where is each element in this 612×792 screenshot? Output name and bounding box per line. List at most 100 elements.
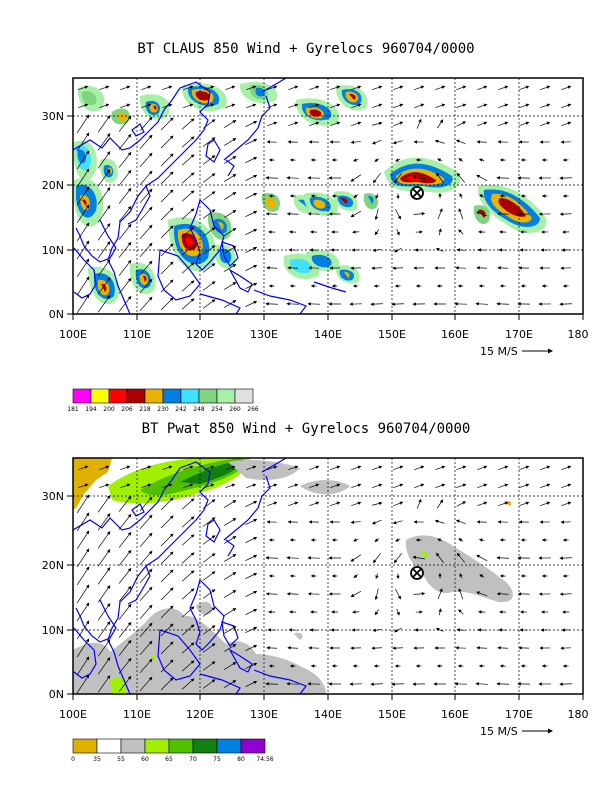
wind-vector	[204, 85, 215, 90]
wind-vector	[351, 483, 362, 488]
wind-vector	[139, 568, 153, 584]
wind-vector	[245, 246, 258, 254]
colorbar-swatch	[234, 388, 254, 404]
wind-vector	[162, 103, 173, 108]
colorbar-swatch	[96, 738, 122, 754]
wind-vector	[330, 501, 341, 506]
colorbar-label: 242	[175, 406, 187, 413]
colorbar-swatch	[162, 388, 182, 404]
wind-vector	[120, 483, 131, 488]
wind-vector	[202, 607, 216, 617]
wind-vector	[160, 587, 174, 601]
wind-vector	[76, 674, 90, 694]
wind-vector	[141, 103, 152, 108]
wind-vector	[392, 520, 403, 525]
wind-vector	[139, 242, 153, 258]
wind-vector	[561, 501, 572, 506]
wind-vector	[97, 567, 111, 585]
wind-vector	[496, 176, 509, 180]
wind-vector	[97, 495, 111, 513]
wind-vector	[498, 103, 509, 108]
wind-vector	[78, 103, 89, 108]
wind-vector	[202, 535, 216, 545]
wind-vector	[97, 151, 111, 169]
wind-vector	[118, 549, 132, 566]
wind-vector	[224, 228, 237, 236]
wind-vector	[370, 682, 384, 686]
wind-vector	[476, 554, 488, 562]
wind-vector	[181, 498, 195, 510]
wind-vector	[458, 208, 464, 220]
bottom-lat-label: 20N	[42, 559, 64, 572]
wind-vector	[540, 103, 551, 108]
wind-vector	[97, 531, 111, 549]
wind-vector	[141, 483, 152, 488]
wind-vector	[245, 282, 258, 290]
wind-vector	[202, 589, 216, 599]
wind-vector	[438, 228, 442, 236]
wind-vector	[437, 588, 443, 600]
wind-vector	[118, 133, 132, 150]
top-lon-label: 130E	[250, 328, 278, 341]
wind-vector	[245, 210, 258, 218]
colorbar-swatch	[180, 388, 200, 404]
wind-vector	[202, 281, 216, 291]
bottom-lat-label: 10N	[42, 624, 64, 637]
wind-vector	[540, 483, 551, 488]
wind-vector	[372, 121, 383, 126]
wind-vector	[97, 621, 111, 639]
wind-vector	[76, 584, 90, 604]
wind-vector	[245, 590, 258, 598]
colorbar-label: 260	[229, 406, 241, 413]
wind-vector	[498, 501, 509, 506]
wind-vector	[393, 483, 404, 488]
wind-vector	[181, 262, 195, 274]
colorbar-swatch	[216, 388, 236, 404]
wind-vector	[97, 115, 111, 133]
wind-vector	[118, 295, 132, 312]
wind-vector	[99, 483, 110, 488]
wind-vector	[372, 85, 383, 90]
wind-vector	[76, 186, 90, 206]
wind-vector	[162, 483, 173, 488]
wind-vector	[391, 302, 405, 306]
colorbar-label: 74.56	[256, 756, 273, 763]
wind-vector	[519, 85, 530, 90]
top-lat-label: 10N	[42, 244, 64, 257]
wind-vector	[519, 103, 530, 108]
wind-vector	[181, 118, 195, 130]
wind-vector	[435, 85, 446, 90]
wind-vector	[181, 552, 195, 564]
wind-vector	[350, 554, 362, 562]
wind-vector	[139, 116, 153, 132]
wind-vector	[414, 85, 425, 90]
wind-vector	[413, 591, 426, 596]
wind-vector	[202, 191, 216, 201]
wind-vector	[224, 518, 237, 526]
wind-vector	[139, 532, 153, 548]
wind-vector	[202, 299, 216, 309]
wind-vector	[265, 302, 279, 306]
wind-vector	[76, 168, 90, 188]
wind-vector	[160, 153, 174, 167]
wind-vector	[459, 193, 463, 199]
bottom-lon-label: 180	[568, 708, 589, 721]
wind-vector	[353, 194, 359, 198]
wind-vector	[181, 280, 195, 292]
bottom-wind-vectors	[76, 465, 573, 694]
wind-vector	[181, 588, 195, 600]
wind-vector	[350, 211, 362, 217]
wind-vector	[267, 465, 278, 470]
wind-vector	[436, 552, 444, 563]
wind-vector	[224, 174, 237, 182]
wind-vector	[246, 103, 257, 108]
wind-vector	[372, 248, 381, 252]
wind-vector	[245, 300, 258, 308]
wind-vector	[118, 187, 132, 204]
colorbar-swatch	[120, 738, 146, 754]
wind-vector	[498, 85, 509, 90]
wind-vector	[118, 639, 132, 656]
wind-vector	[160, 641, 174, 655]
top-lon-label: 110E	[123, 328, 151, 341]
wind-vector	[118, 513, 132, 530]
